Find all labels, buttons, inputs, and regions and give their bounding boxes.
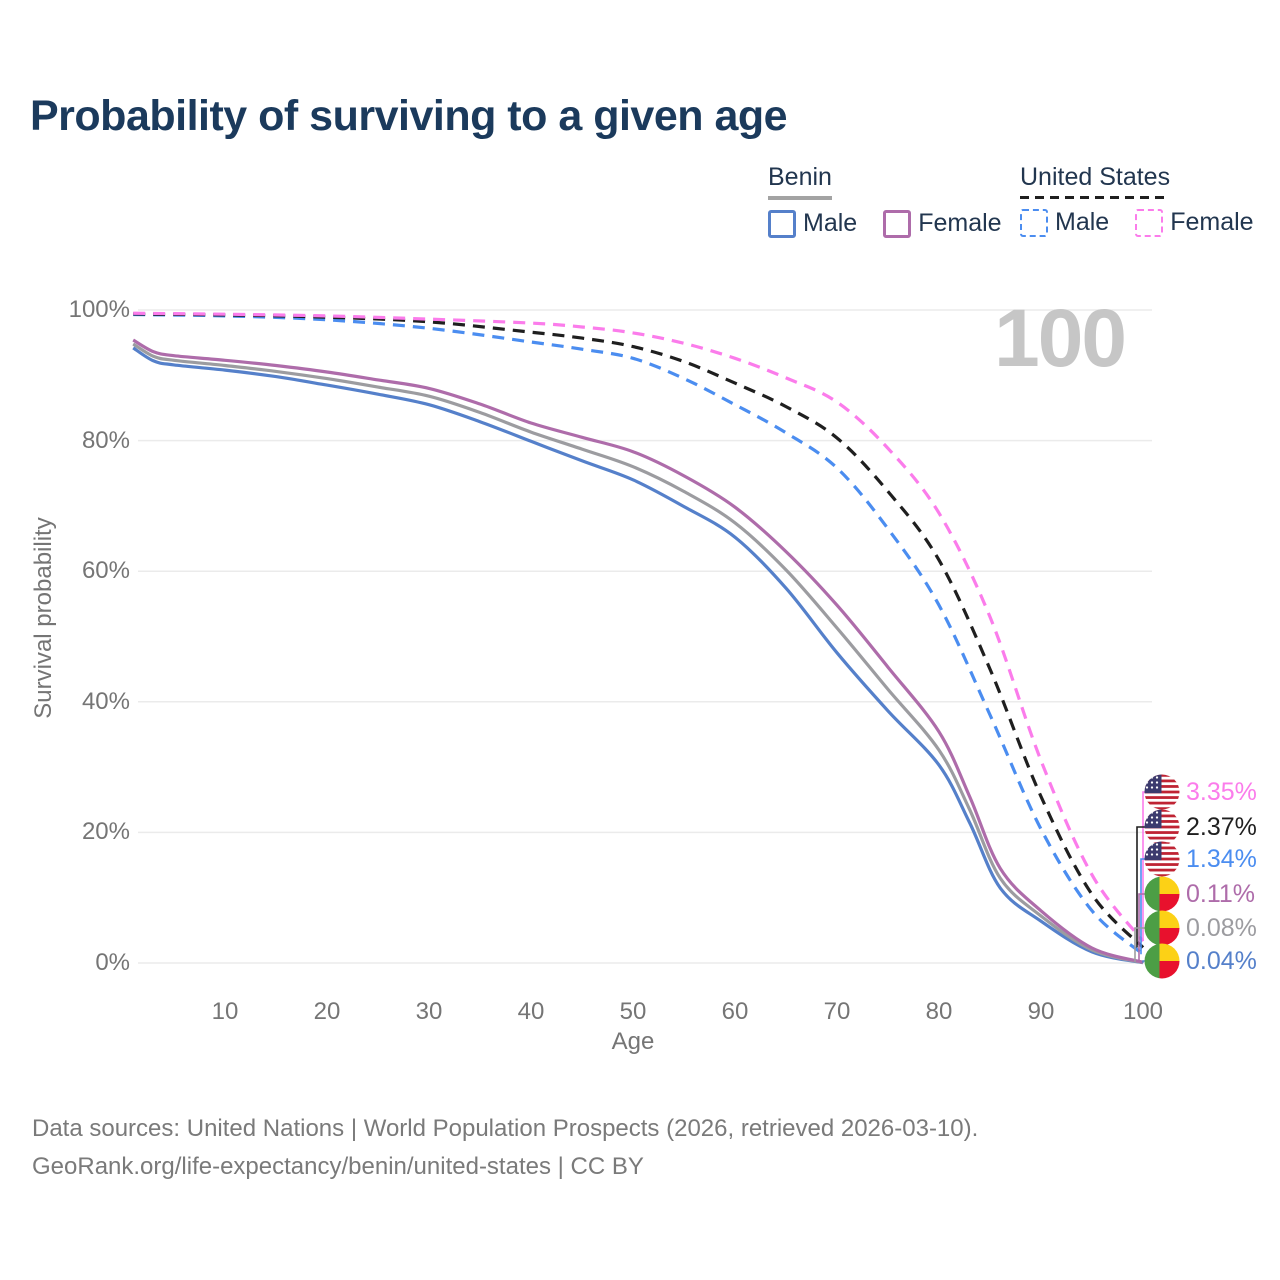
legend-item-us-female[interactable]: Female: [1135, 208, 1254, 237]
legend-item-label: Female: [1170, 208, 1254, 236]
end-label-connector: [1140, 858, 1146, 955]
end-label-value: 3.35%: [1186, 777, 1257, 806]
x-tick-label: 40: [517, 998, 545, 1025]
end-label-benin-both: 0.08%: [1144, 910, 1257, 946]
benin-female-curve: [132, 338, 1144, 964]
legend-item-label: Female: [918, 209, 1002, 237]
footer-data-sources: Data sources: United Nations | World Pop…: [32, 1115, 979, 1142]
legend-group-benin: Benin Male Female: [768, 163, 1002, 238]
end-label-value: 0.11%: [1186, 879, 1256, 908]
legend-items-united-states: Male Female: [1020, 208, 1254, 237]
end-label-value: 0.08%: [1186, 913, 1257, 942]
end-label-value: 0.04%: [1186, 946, 1257, 975]
footer-attribution: GeoRank.org/life-expectancy/benin/united…: [32, 1153, 644, 1180]
benin-female-swatch-icon: [883, 209, 912, 238]
y-tick-label: 100%: [68, 296, 130, 323]
page-title: Probability of surviving to a given age: [30, 92, 788, 140]
us-flag-icon: [1144, 809, 1180, 845]
united-states-male-curve: [133, 312, 1145, 956]
end-label-united-states-both: 2.37%: [1144, 809, 1257, 845]
x-tick-label: 20: [313, 998, 341, 1025]
benin-both-curve: [132, 342, 1144, 965]
legend-item-label: Male: [803, 209, 858, 237]
end-label-value: 1.34%: [1186, 844, 1257, 873]
x-axis-title: Age: [611, 1028, 655, 1055]
legend-group-title-united-states[interactable]: United States: [1020, 163, 1170, 199]
end-label-benin-female: 0.11%: [1144, 876, 1255, 912]
legend-items-benin: Male Female: [768, 209, 1002, 238]
us-flag-icon: [1144, 841, 1180, 877]
x-tick-label: 100: [1122, 998, 1164, 1025]
end-label-value: 2.37%: [1186, 812, 1257, 841]
benin-flag-icon: [1144, 876, 1180, 912]
footer: Data sources: United Nations | World Pop…: [32, 1110, 978, 1186]
x-tick-label: 30: [415, 998, 443, 1025]
y-tick-label: 80%: [81, 426, 130, 454]
x-tick-label: 50: [619, 998, 647, 1025]
x-tick-label: 90: [1027, 998, 1055, 1025]
y-tick-label: 20%: [81, 818, 130, 846]
legend-item-label: Male: [1055, 208, 1110, 236]
end-label-connector: [1136, 826, 1146, 948]
united-states-female-curve: [133, 311, 1145, 943]
benin-flag-icon: [1144, 910, 1180, 946]
y-tick-label: 0%: [95, 949, 130, 976]
x-tick-label: 60: [721, 998, 749, 1025]
legend-item-benin-female[interactable]: Female: [883, 209, 1002, 238]
legend-group-title-benin[interactable]: Benin: [768, 163, 832, 200]
legend-group-united-states: United States Male Female: [1020, 163, 1254, 237]
age-marker-watermark: 100: [994, 293, 1127, 384]
benin-male-swatch-icon: [768, 209, 796, 238]
legend-item-us-male[interactable]: Male: [1020, 208, 1109, 237]
end-label-united-states-female: 3.35%: [1144, 774, 1257, 810]
y-tick-label: 40%: [81, 687, 130, 715]
x-tick-label: 80: [925, 998, 953, 1025]
x-tick-label: 10: [211, 998, 239, 1025]
end-label-benin-male: 0.04%: [1144, 943, 1257, 979]
benin-flag-icon: [1144, 943, 1180, 979]
us-female-swatch-icon: [1135, 208, 1164, 237]
benin-male-curve: [132, 346, 1144, 965]
legend-item-benin-male[interactable]: Male: [768, 209, 857, 238]
us-flag-icon: [1144, 774, 1180, 810]
us-male-swatch-icon: [1020, 208, 1048, 237]
x-tick-label: 70: [823, 998, 851, 1025]
y-tick-label: 60%: [81, 557, 130, 585]
end-label-connector: [1138, 893, 1146, 963]
end-label-connector: [1134, 927, 1146, 963]
end-label-united-states-male: 1.34%: [1144, 841, 1257, 877]
